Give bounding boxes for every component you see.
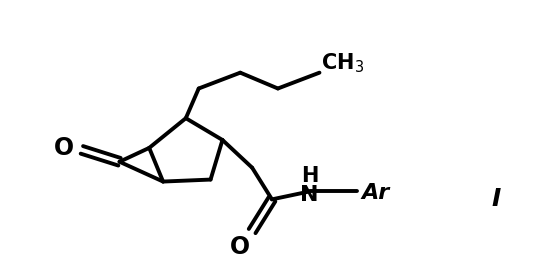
- Text: O: O: [54, 136, 74, 160]
- Text: CH$_3$: CH$_3$: [321, 51, 365, 75]
- Text: H: H: [301, 166, 318, 186]
- Text: N: N: [300, 185, 319, 205]
- Text: O: O: [230, 235, 250, 259]
- Text: I: I: [491, 187, 500, 211]
- Text: Ar: Ar: [361, 183, 389, 204]
